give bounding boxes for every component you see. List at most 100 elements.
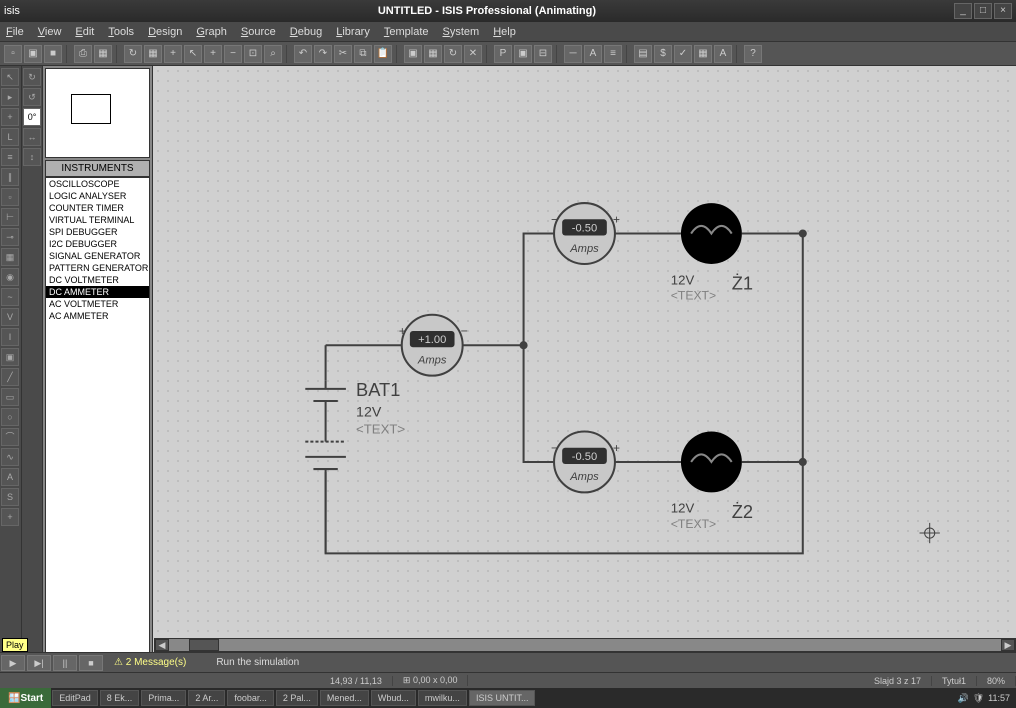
label-icon[interactable]: L xyxy=(1,128,19,146)
cursor-icon[interactable]: ↖ xyxy=(184,45,202,63)
menu-file[interactable]: File xyxy=(6,26,24,38)
generator-icon[interactable]: ~ xyxy=(1,288,19,306)
redo-icon[interactable]: ↷ xyxy=(314,45,332,63)
zoom-area-icon[interactable]: ⌕ xyxy=(264,45,282,63)
scroll-thumb[interactable] xyxy=(189,639,219,651)
task-mwilku[interactable]: mwilku... xyxy=(418,690,467,706)
refresh-icon[interactable]: ↻ xyxy=(124,45,142,63)
menu-library[interactable]: Library xyxy=(336,26,370,38)
system-tray[interactable]: 🔊 🛡 11:57 xyxy=(951,693,1016,704)
menu-graph[interactable]: Graph xyxy=(196,26,227,38)
menu-tools[interactable]: Tools xyxy=(108,26,134,38)
instr-virtual-terminal[interactable]: VIRTUAL TERMINAL xyxy=(46,214,149,226)
copy-icon[interactable]: ⧉ xyxy=(354,45,372,63)
maximize-button[interactable]: □ xyxy=(974,3,992,19)
sim-stop-button[interactable]: ■ xyxy=(79,655,103,671)
graph-mode-icon[interactable]: ▦ xyxy=(1,248,19,266)
schematic-canvas[interactable]: BAT1 12V <TEXT> +1.00 Amps + − -0.50 Amp… xyxy=(153,66,1016,672)
bus-icon[interactable]: ∥ xyxy=(1,168,19,186)
box-icon[interactable]: ▭ xyxy=(1,388,19,406)
save-icon[interactable]: ■ xyxy=(44,45,62,63)
tray-icon[interactable]: 🔊 xyxy=(957,693,968,704)
bill-icon[interactable]: $ xyxy=(654,45,672,63)
component-ammeter-2[interactable]: -0.50 Amps − + xyxy=(551,203,620,264)
menu-design[interactable]: Design xyxy=(148,26,182,38)
print-icon[interactable]: ⎙ xyxy=(74,45,92,63)
origin-icon[interactable]: + xyxy=(164,45,182,63)
text2d-icon[interactable]: A xyxy=(1,468,19,486)
instr-logic-analyser[interactable]: LOGIC ANALYSER xyxy=(46,190,149,202)
open-icon[interactable]: ▣ xyxy=(24,45,42,63)
select-mode-icon[interactable]: ↖ xyxy=(1,68,19,86)
rotation-field[interactable]: 0° xyxy=(23,108,41,126)
text-icon[interactable]: ≡ xyxy=(1,148,19,166)
component-lamp-z2[interactable] xyxy=(681,432,742,493)
task-editpad[interactable]: EditPad xyxy=(52,690,98,706)
decompose-icon[interactable]: ⊟ xyxy=(534,45,552,63)
area-icon[interactable]: ▦ xyxy=(94,45,112,63)
mirror-h-icon[interactable]: ↔ xyxy=(23,128,41,146)
paste-icon[interactable]: 📋 xyxy=(374,45,392,63)
close-button[interactable]: × xyxy=(994,3,1012,19)
block-move-icon[interactable]: ▦ xyxy=(424,45,442,63)
help-icon[interactable]: ? xyxy=(744,45,762,63)
instr-i2c-debugger[interactable]: I2C DEBUGGER xyxy=(46,238,149,250)
scroll-left-icon[interactable]: ◀ xyxy=(155,639,169,651)
menu-template[interactable]: Template xyxy=(384,26,429,38)
menu-help[interactable]: Help xyxy=(493,26,516,38)
task-wbud[interactable]: Wbud... xyxy=(371,690,416,706)
instr-ac-voltmeter[interactable]: AC VOLTMETER xyxy=(46,298,149,310)
menu-system[interactable]: System xyxy=(443,26,480,38)
subcircuit-icon[interactable]: ▫ xyxy=(1,188,19,206)
task-mened[interactable]: Mened... xyxy=(320,690,369,706)
text-script-icon[interactable]: A xyxy=(584,45,602,63)
rotate-cw-icon[interactable]: ↻ xyxy=(23,68,41,86)
device-pin-icon[interactable]: ⊸ xyxy=(1,228,19,246)
grid-icon[interactable]: ▦ xyxy=(144,45,162,63)
component-ammeter-1[interactable]: +1.00 Amps + − xyxy=(399,315,468,376)
instr-oscilloscope[interactable]: OSCILLOSCOPE xyxy=(46,178,149,190)
ares-icon[interactable]: A xyxy=(714,45,732,63)
task-8ek[interactable]: 8 Ek... xyxy=(100,690,140,706)
voltage-probe-icon[interactable]: V xyxy=(1,308,19,326)
block-copy-icon[interactable]: ▣ xyxy=(404,45,422,63)
instr-counter-timer[interactable]: COUNTER TIMER xyxy=(46,202,149,214)
zoom-out-icon[interactable]: − xyxy=(224,45,242,63)
instr-spi-debugger[interactable]: SPI DEBUGGER xyxy=(46,226,149,238)
junction-icon[interactable]: + xyxy=(1,108,19,126)
sim-step-button[interactable]: ▶| xyxy=(27,655,51,671)
instr-dc-voltmeter[interactable]: DC VOLTMETER xyxy=(46,274,149,286)
component-lamp-z1[interactable] xyxy=(681,203,742,264)
property-icon[interactable]: ≡ xyxy=(604,45,622,63)
zoom-all-icon[interactable]: ⊡ xyxy=(244,45,262,63)
undo-icon[interactable]: ↶ xyxy=(294,45,312,63)
rotate-ccw-icon[interactable]: ↺ xyxy=(23,88,41,106)
instr-ac-ammeter[interactable]: AC AMMETER xyxy=(46,310,149,322)
menu-source[interactable]: Source xyxy=(241,26,276,38)
pick-icon[interactable]: P xyxy=(494,45,512,63)
erc-icon[interactable]: ✓ xyxy=(674,45,692,63)
task-2ar[interactable]: 2 Ar... xyxy=(188,690,225,706)
task-foobar[interactable]: foobar... xyxy=(227,690,274,706)
preview-window[interactable] xyxy=(45,68,150,158)
instr-dc-ammeter[interactable]: DC AMMETER xyxy=(46,286,149,298)
sim-messages[interactable]: ⚠ 2 Message(s) xyxy=(114,657,186,668)
task-prima[interactable]: Prima... xyxy=(141,690,186,706)
minimize-button[interactable]: _ xyxy=(954,3,972,19)
menu-edit[interactable]: Edit xyxy=(75,26,94,38)
path-icon[interactable]: ∿ xyxy=(1,448,19,466)
symbol-icon[interactable]: S xyxy=(1,488,19,506)
instr-signal-generator[interactable]: SIGNAL GENERATOR xyxy=(46,250,149,262)
start-button[interactable]: 🪟 Start xyxy=(0,688,51,708)
menu-view[interactable]: View xyxy=(38,26,62,38)
mirror-v-icon[interactable]: ↕ xyxy=(23,148,41,166)
instr-pattern-generator[interactable]: PATTERN GENERATOR xyxy=(46,262,149,274)
terminal-icon[interactable]: ⊢ xyxy=(1,208,19,226)
cut-icon[interactable]: ✂ xyxy=(334,45,352,63)
circle-icon[interactable]: ○ xyxy=(1,408,19,426)
netlist-icon[interactable]: ▦ xyxy=(694,45,712,63)
zoom-in-icon[interactable]: + xyxy=(204,45,222,63)
component-ammeter-3[interactable]: -0.50 Amps − + xyxy=(551,432,620,493)
instrument-icon[interactable]: ▣ xyxy=(1,348,19,366)
design-explorer-icon[interactable]: ▤ xyxy=(634,45,652,63)
